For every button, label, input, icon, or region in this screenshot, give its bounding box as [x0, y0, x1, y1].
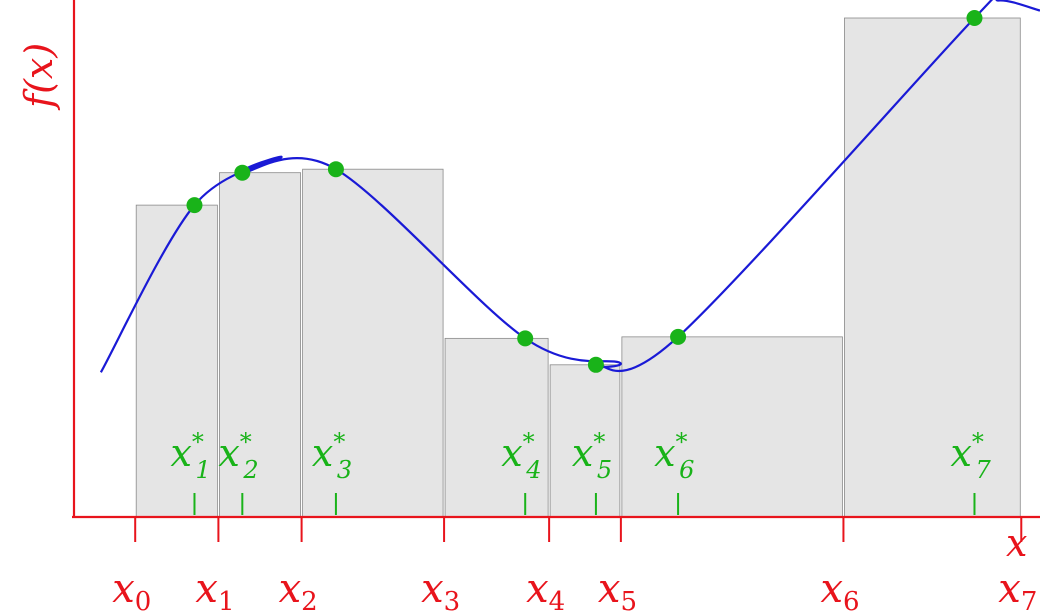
sample-subscript-3: 3	[337, 456, 352, 484]
riemann-rect-2	[218, 172, 301, 518]
sample-dot-7	[966, 10, 983, 26]
sample-dot-4	[517, 330, 534, 347]
riemann-rect-7	[844, 17, 1021, 518]
partition-ticks	[134, 517, 1023, 542]
sample-ticks	[193, 493, 976, 515]
riemann-rect-3	[302, 168, 444, 518]
partition-label-3: x3	[421, 566, 460, 616]
sample-subscript-4: 4	[525, 456, 541, 484]
sample-dot-3	[327, 161, 344, 178]
sample-labels: x*1 x*2 x*3 x*4 x*5 x*6 x*7	[170, 428, 991, 484]
partition-label-7: x7	[998, 566, 1037, 616]
partition-label-6: x6	[820, 566, 859, 616]
partition-label-2: x2	[279, 566, 318, 616]
sample-subscript-7: 7	[975, 456, 991, 484]
partition-label-5: x5	[598, 566, 637, 616]
riemann-rect-5	[549, 364, 621, 518]
riemann-rectangles	[135, 17, 1021, 518]
sample-dot-2	[234, 164, 251, 181]
sample-dot-6	[670, 328, 687, 345]
sample-subscript-5: 5	[597, 456, 612, 484]
sample-subscript-2: 2	[242, 456, 258, 484]
y-axis-label: f(x)	[17, 43, 61, 111]
sample-dot-5	[587, 356, 604, 373]
sample-subscript-1: 1	[195, 456, 210, 484]
partition-label-1: x1	[195, 566, 234, 616]
partition-label-4: x4	[526, 566, 565, 616]
sample-points	[186, 10, 983, 373]
sample-dot-1	[186, 197, 203, 214]
partition-labels: x0 x1 x2 x3 x4 x5 x6 x7	[112, 566, 1037, 616]
riemann-rect-6	[621, 336, 843, 518]
partition-label-0: x0	[112, 566, 151, 616]
x-axis-label: x	[1006, 521, 1027, 565]
riemann-rect-4	[444, 337, 549, 518]
sample-subscript-6: 6	[679, 456, 694, 484]
riemann-rect-1	[135, 204, 218, 518]
